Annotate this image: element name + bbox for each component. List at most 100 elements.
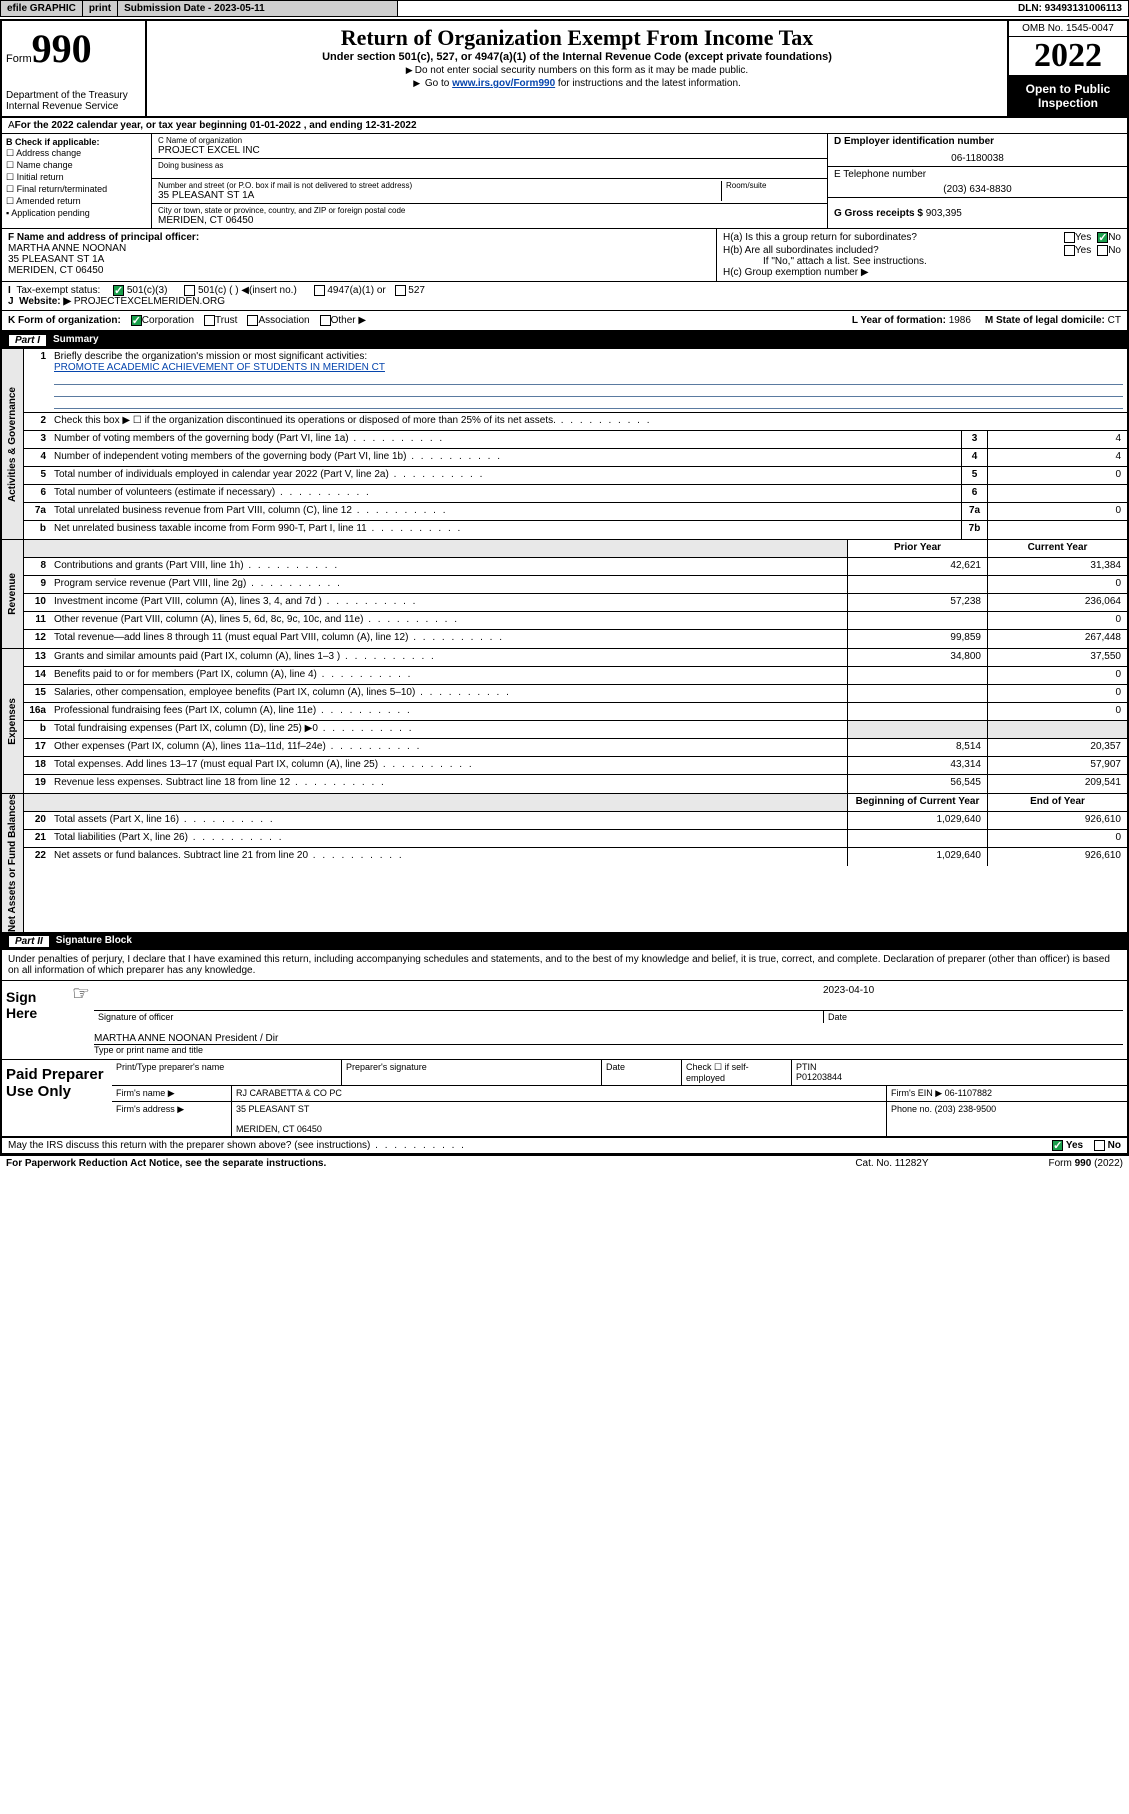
opt-527: 527 [408, 285, 425, 296]
opt-corp: Corporation [142, 315, 194, 326]
summary-row: 11Other revenue (Part VIII, column (A), … [24, 612, 1127, 630]
phone-value: (203) 634-8830 [834, 184, 1121, 195]
row-current: 37,550 [987, 649, 1127, 666]
hb-no-checkbox[interactable] [1097, 245, 1108, 256]
summary-row: 13Grants and similar amounts paid (Part … [24, 649, 1127, 667]
chk-4947[interactable] [314, 285, 325, 296]
chk-application-pending[interactable]: ▪ Application pending [6, 208, 147, 218]
chk-assoc[interactable] [247, 315, 258, 326]
summary-row: 5Total number of individuals employed in… [24, 467, 1127, 485]
form-990-container: Form990 Department of the Treasury Inter… [0, 19, 1129, 1155]
discuss-yes-checkbox[interactable] [1052, 1140, 1063, 1151]
discuss-no-checkbox[interactable] [1094, 1140, 1105, 1151]
chk-501c3[interactable] [113, 285, 124, 296]
print-button[interactable]: print [83, 1, 118, 16]
header-center: Return of Organization Exempt From Incom… [147, 21, 1007, 116]
row-value: 4 [987, 449, 1127, 466]
row-text: Revenue less expenses. Subtract line 18 … [50, 775, 847, 793]
sign-here-body: 2023-04-10 Signature of officer Date MAR… [90, 981, 1127, 1059]
row-prior: 42,621 [847, 558, 987, 575]
section-body: 1Briefly describe the organization's mis… [24, 349, 1127, 539]
chk-amended-return[interactable]: ☐ Amended return [6, 196, 147, 207]
row-current: 926,610 [987, 812, 1127, 829]
row-prior [847, 685, 987, 702]
ha-no-checkbox[interactable] [1097, 232, 1108, 243]
summary-row: 1Briefly describe the organization's mis… [24, 349, 1127, 413]
hc-label: H(c) Group exemption number ▶ [723, 267, 1121, 278]
paid-preparer-section: Paid Preparer Use Only Print/Type prepar… [2, 1060, 1127, 1138]
submission-date: Submission Date - 2023-05-11 [118, 1, 398, 16]
hb-yes-checkbox[interactable] [1064, 245, 1075, 256]
summary-section: Activities & Governance1Briefly describe… [2, 349, 1127, 540]
section-body: Prior YearCurrent Year8Contributions and… [24, 540, 1127, 648]
note-goto-a: Go to [425, 78, 452, 89]
sec-a-prefix: A [8, 120, 15, 131]
chk-trust[interactable] [204, 315, 215, 326]
chk-final-return[interactable]: ☐ Final return/terminated [6, 184, 147, 195]
summary-row: 19Revenue less expenses. Subtract line 1… [24, 775, 1127, 793]
city-value: MERIDEN, CT 06450 [158, 215, 821, 226]
gross-receipts-block: G Gross receipts $ 903,395 [828, 198, 1127, 221]
ein-block: D Employer identification number 06-1180… [828, 134, 1127, 167]
opt-assoc: Association [258, 315, 309, 326]
ha-yes-checkbox[interactable] [1064, 232, 1075, 243]
row-current: 0 [987, 703, 1127, 720]
row-box-num: 5 [961, 467, 987, 484]
summary-section: Expenses13Grants and similar amounts pai… [2, 649, 1127, 794]
irs-link[interactable]: www.irs.gov/Form990 [452, 78, 555, 89]
summary-row: bTotal fundraising expenses (Part IX, co… [24, 721, 1127, 739]
chk-name-change[interactable]: ☐ Name change [6, 160, 147, 171]
opt-trust: Trust [215, 315, 237, 326]
prep-date-label: Date [602, 1060, 682, 1085]
summary-row: 18Total expenses. Add lines 13–17 (must … [24, 757, 1127, 775]
firm-name: RJ CARABETTA & CO PC [232, 1086, 887, 1101]
dept-treasury: Department of the Treasury Internal Reve… [6, 90, 141, 112]
row-current: 0 [987, 612, 1127, 629]
row-shade [987, 721, 1127, 738]
chk-other[interactable] [320, 315, 331, 326]
row-current: 209,541 [987, 775, 1127, 793]
discuss-yes: Yes [1066, 1140, 1083, 1151]
sig-officer-label: Signature of officer [94, 1011, 823, 1023]
summary-row: 4Number of independent voting members of… [24, 449, 1127, 467]
website-value: PROJECTEXCELMERIDEN.ORG [74, 296, 225, 307]
year-formation-label: L Year of formation: [852, 315, 946, 326]
row-current: 31,384 [987, 558, 1127, 575]
opt-501c: 501(c) ( ) ◀(insert no.) [198, 285, 297, 296]
row-prior: 99,859 [847, 630, 987, 648]
omb-number: OMB No. 1545-0047 [1009, 21, 1127, 37]
chk-527[interactable] [395, 285, 406, 296]
part1-subtitle: Summary [53, 334, 99, 347]
row-prior: 8,514 [847, 739, 987, 756]
summary-section: RevenuePrior YearCurrent Year8Contributi… [2, 540, 1127, 649]
form-ref: Form 990 (2022) [1049, 1158, 1123, 1169]
hb-note: If "No," attach a list. See instructions… [763, 256, 1121, 267]
paid-preparer-body: Print/Type preparer's name Preparer's si… [112, 1060, 1127, 1136]
row-current: 926,610 [987, 848, 1127, 866]
section-i: I Tax-exempt status: 501(c)(3) 501(c) ( … [2, 282, 717, 310]
phone-label: E Telephone number [834, 169, 926, 180]
efile-graphic-button[interactable]: efile GRAPHIC [1, 1, 83, 16]
gross-value: 903,395 [926, 208, 962, 219]
sign-pointer-icon: ☞ [72, 981, 90, 1059]
ha-no: No [1108, 232, 1121, 243]
prep-row-3: Firm's address ▶ 35 PLEASANT STMERIDEN, … [112, 1102, 1127, 1136]
chk-501c[interactable] [184, 285, 195, 296]
row-text: Salaries, other compensation, employee b… [50, 685, 847, 702]
note-goto: Go to www.irs.gov/Form990 for instructio… [155, 78, 999, 89]
chk-address-change[interactable]: ☐ Address change [6, 148, 147, 159]
part2-header: Part II Signature Block [2, 933, 1127, 950]
officer-addr1: 35 PLEASANT ST 1A [8, 254, 710, 265]
firm-phone: Phone no. (203) 238-9500 [887, 1102, 1127, 1136]
row-text: Total assets (Part X, line 16) [50, 812, 847, 829]
chk-initial-return[interactable]: ☐ Initial return [6, 172, 147, 183]
row-prior [847, 576, 987, 593]
summary-row: 9Program service revenue (Part VIII, lin… [24, 576, 1127, 594]
chk-corp[interactable] [131, 315, 142, 326]
line-a-calendar-year: A For the 2022 calendar year, or tax yea… [2, 118, 1127, 134]
row-text: Total unrelated business revenue from Pa… [50, 503, 961, 520]
header-left: Form990 Department of the Treasury Inter… [2, 21, 147, 116]
ein-value: 06-1180038 [834, 153, 1121, 164]
side-tab: Revenue [2, 540, 24, 648]
row-box-num: 6 [961, 485, 987, 502]
